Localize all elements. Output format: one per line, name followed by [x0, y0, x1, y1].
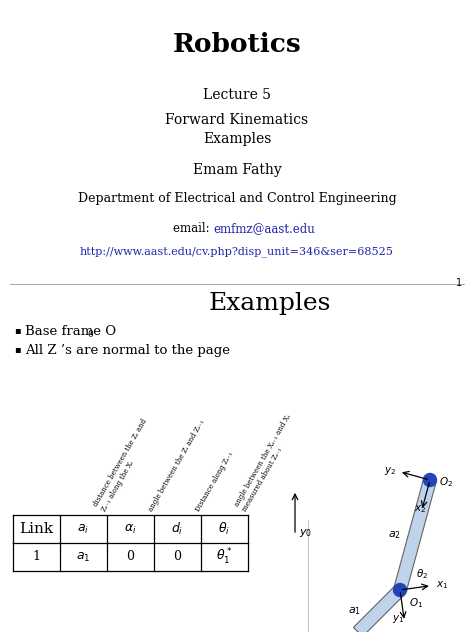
- Text: Forward Kinematics
Examples: Forward Kinematics Examples: [165, 113, 309, 147]
- Text: $a_i$: $a_i$: [77, 523, 90, 535]
- Text: $y_0$: $y_0$: [299, 527, 312, 539]
- Text: $O_1$: $O_1$: [409, 596, 423, 610]
- Circle shape: [393, 583, 407, 597]
- Text: $\theta_1^*$: $\theta_1^*$: [216, 547, 233, 567]
- Text: Examples: Examples: [209, 292, 331, 315]
- Text: $y_2$: $y_2$: [384, 465, 396, 477]
- Text: $y_1$: $y_1$: [392, 612, 405, 624]
- Text: $\theta_i$: $\theta_i$: [219, 521, 230, 537]
- Text: $a_2$: $a_2$: [388, 529, 401, 541]
- Text: $\alpha_i$: $\alpha_i$: [124, 523, 137, 535]
- Polygon shape: [394, 478, 436, 592]
- Text: $a_1$: $a_1$: [348, 605, 361, 617]
- Text: ▪: ▪: [14, 344, 21, 354]
- Text: $x_1$: $x_1$: [436, 579, 448, 591]
- Text: 0: 0: [127, 550, 135, 564]
- Text: $a_1$: $a_1$: [76, 550, 91, 564]
- Text: 0: 0: [173, 550, 182, 564]
- Text: $x_2$: $x_2$: [414, 503, 427, 514]
- Text: $\theta_2$: $\theta_2$: [416, 567, 428, 581]
- Text: http://www.aast.edu/cv.php?disp_unit=346&ser=68525: http://www.aast.edu/cv.php?disp_unit=346…: [80, 246, 394, 257]
- Text: Emam Fathy: Emam Fathy: [192, 163, 282, 177]
- Text: All Z ’s are normal to the page: All Z ’s are normal to the page: [25, 344, 230, 357]
- Text: email:: email:: [173, 222, 213, 235]
- Text: Distance along Zᵢ₋₁: Distance along Zᵢ₋₁: [194, 450, 235, 513]
- Circle shape: [423, 473, 437, 487]
- Text: Department of Electrical and Control Engineering: Department of Electrical and Control Eng…: [78, 192, 396, 205]
- Text: 1: 1: [33, 550, 40, 564]
- Text: emfmz@aast.edu: emfmz@aast.edu: [213, 222, 315, 235]
- Text: Link: Link: [19, 522, 54, 536]
- Text: ▪: ▪: [14, 325, 21, 335]
- Text: Base frame O: Base frame O: [25, 325, 116, 338]
- Text: $d_i$: $d_i$: [171, 521, 183, 537]
- Text: Robotics: Robotics: [173, 32, 301, 57]
- Text: 0: 0: [87, 330, 93, 339]
- Polygon shape: [354, 585, 405, 632]
- Text: angle between the Xᵢ₋₁ and Xᵢ
measured about Zᵢ₋₁: angle between the Xᵢ₋₁ and Xᵢ measured a…: [233, 413, 301, 513]
- Text: distance between the Zᵢ and
Zᵢ₋₁ along the Xᵢ: distance between the Zᵢ and Zᵢ₋₁ along t…: [92, 418, 157, 513]
- Text: angle between the Zᵢ and Zᵢ₋₁: angle between the Zᵢ and Zᵢ₋₁: [147, 418, 207, 513]
- Text: Lecture 5: Lecture 5: [203, 88, 271, 102]
- Text: $O_2$: $O_2$: [439, 475, 453, 489]
- Text: 1: 1: [456, 278, 462, 288]
